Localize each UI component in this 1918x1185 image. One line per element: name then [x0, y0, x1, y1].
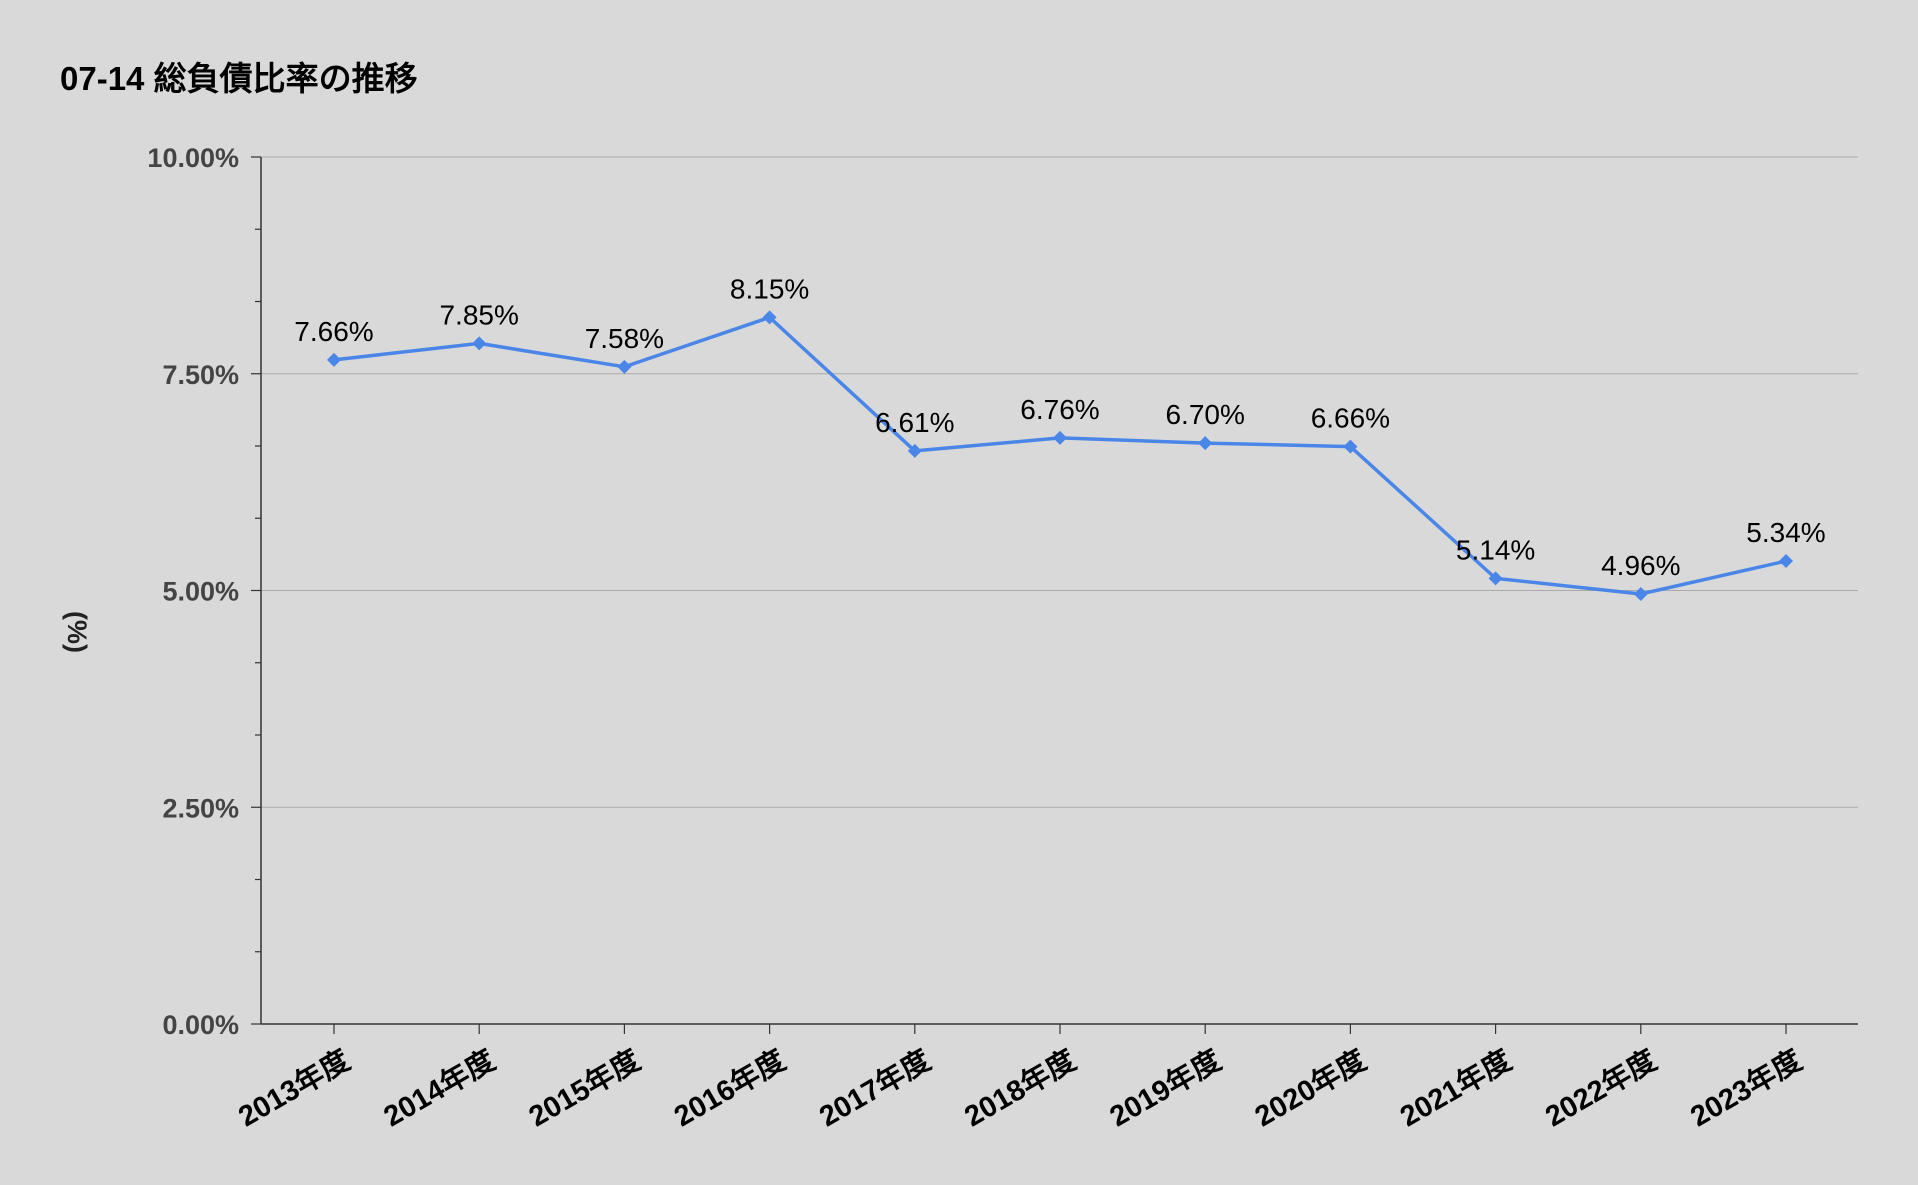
- x-tick-label: 2019年度: [1104, 1043, 1227, 1134]
- x-tick-label: 2014年度: [378, 1043, 501, 1134]
- x-tick-label: 2018年度: [958, 1043, 1081, 1134]
- data-point-marker: [1633, 586, 1648, 601]
- data-point-marker: [1198, 436, 1213, 451]
- data-label: 6.61%: [875, 407, 954, 438]
- y-tick-label: 7.50%: [162, 360, 239, 390]
- y-tick-label: 5.00%: [162, 577, 239, 607]
- data-label: 6.66%: [1311, 403, 1390, 434]
- data-point-marker: [617, 359, 632, 374]
- x-axis-ticks: 2013年度 2014年度 2015年度 2016年度 2017年度 2018年度 2019…: [232, 1024, 1808, 1134]
- y-axis-label: (%): [62, 611, 92, 653]
- data-point-marker: [1053, 430, 1067, 445]
- x-tick-label: 2016年度: [668, 1043, 791, 1134]
- data-point-marker: [472, 336, 487, 351]
- data-label: 7.85%: [439, 299, 518, 330]
- series-line-layer: [333, 315, 1787, 596]
- x-tick-label: 2022年度: [1539, 1043, 1662, 1134]
- x-tick-label: 2015年度: [523, 1043, 646, 1134]
- chart-title: 07-14 総負債比率の推移: [60, 60, 418, 97]
- data-label: 5.34%: [1746, 517, 1825, 548]
- series-line: [333, 315, 1787, 596]
- x-tick-label: 2017年度: [813, 1043, 936, 1134]
- y-tick-label: 2.50%: [162, 793, 239, 823]
- x-tick-label: 2020年度: [1249, 1043, 1372, 1134]
- x-tick-label: 2021年度: [1394, 1043, 1517, 1134]
- data-point-marker: [1779, 554, 1793, 569]
- data-point-marker: [1488, 571, 1503, 586]
- data-label: 5.14%: [1456, 534, 1535, 565]
- gridlines: [261, 156, 1858, 808]
- data-point-marker: [327, 352, 341, 367]
- data-label: 7.58%: [585, 323, 664, 354]
- y-tick-label: 0.00%: [162, 1010, 239, 1040]
- data-label: 6.76%: [1020, 394, 1099, 425]
- x-tick-label: 2013年度: [232, 1043, 355, 1134]
- data-label: 6.70%: [1165, 399, 1244, 430]
- series-markers: [327, 310, 1793, 601]
- data-point-marker: [907, 443, 922, 458]
- y-axis-ticks: 0.00% 2.50% 5.00% 7.50% 10.00%: [147, 143, 261, 1040]
- data-label: 8.15%: [730, 273, 809, 304]
- data-label: 4.96%: [1601, 550, 1680, 581]
- data-labels: 7.66% 7.85% 7.58% 8.15% 6.61% 6.76% 6.70% 6.66%…: [294, 273, 1825, 581]
- y-tick-label: 10.00%: [147, 143, 239, 173]
- x-tick-label: 2023年度: [1684, 1043, 1807, 1134]
- data-point-marker: [762, 310, 777, 325]
- data-label: 7.66%: [294, 316, 373, 347]
- data-point-marker: [1343, 439, 1358, 454]
